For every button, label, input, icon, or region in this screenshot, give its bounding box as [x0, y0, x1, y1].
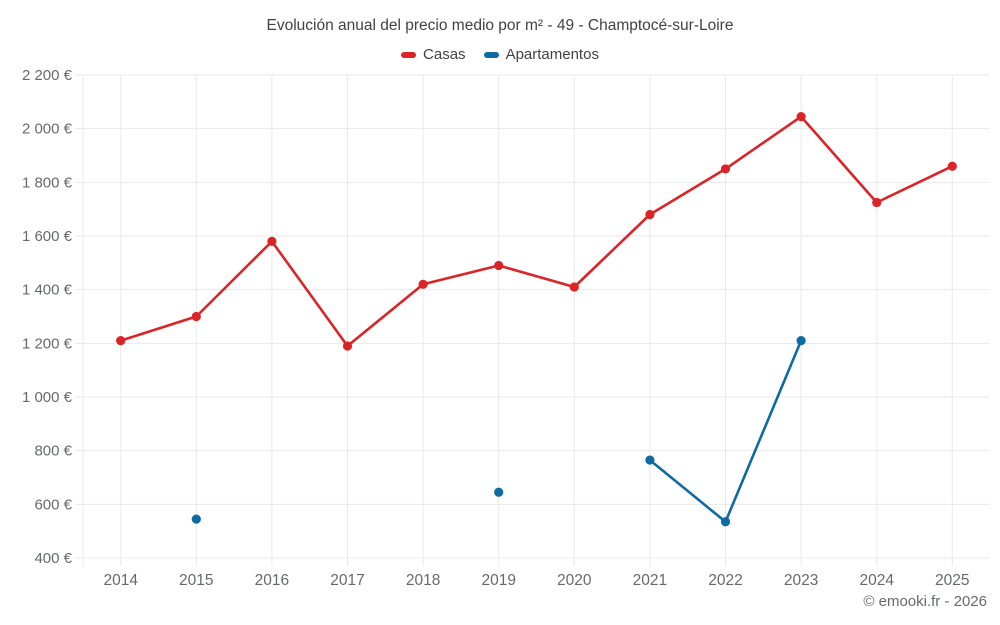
y-tick-label: 2 200 €	[22, 67, 73, 84]
series-casas	[116, 111, 957, 351]
casas-point-2020[interactable]	[569, 282, 579, 292]
x-tick-label: 2018	[406, 572, 440, 589]
x-tick-label: 2021	[633, 572, 667, 589]
legend-item-casas[interactable]: Casas	[401, 47, 466, 62]
casas-point-2021[interactable]	[645, 209, 655, 220]
apartamentos-point-2023[interactable]	[796, 336, 806, 346]
y-tick-label: 400 €	[34, 550, 72, 567]
casas-point-2017[interactable]	[342, 341, 353, 351]
x-tick-label: 2014	[103, 572, 138, 589]
y-tick-label: 2 000 €	[22, 121, 73, 138]
y-tick-label: 1 800 €	[22, 174, 73, 191]
y-tick-label: 1 400 €	[22, 282, 73, 299]
y-tick-label: 1 000 €	[22, 389, 73, 406]
legend-swatch-casas	[401, 51, 417, 58]
x-axis-labels: 2014 2015 2016 2017 2018 2019 2020 2021 2022 2023…	[103, 572, 969, 589]
x-tick-label: 2025	[935, 572, 969, 589]
y-tick-label: 600 €	[34, 496, 72, 513]
legend-swatch-apartamentos	[483, 51, 499, 58]
apartamentos-point-2015[interactable]	[191, 514, 201, 524]
casas-point-2019[interactable]	[494, 260, 504, 271]
casas-point-2014[interactable]	[116, 336, 126, 346]
casas-point-2015[interactable]	[191, 311, 201, 322]
grid-lines	[75, 74, 990, 566]
legend-label: Apartamentos	[505, 46, 599, 63]
y-tick-label: 800 €	[34, 443, 72, 460]
x-tick-label: 2019	[481, 572, 515, 589]
x-tick-label: 2015	[179, 572, 213, 589]
x-tick-label: 2023	[784, 572, 818, 589]
casas-point-2025[interactable]	[947, 161, 957, 171]
y-axis-labels: 400 € 600 € 800 € 1 000 € 1 200 € 1 400 € 1 60…	[22, 67, 73, 567]
casas-point-2016[interactable]	[267, 236, 277, 246]
apartamentos-point-2022[interactable]	[720, 517, 731, 527]
casas-point-2022[interactable]	[720, 164, 731, 174]
x-tick-label: 2024	[859, 572, 894, 589]
apartamentos-point-2019[interactable]	[494, 487, 504, 497]
apartamentos-point-2021[interactable]	[645, 455, 655, 465]
casas-point-2023[interactable]	[796, 111, 806, 122]
casas-point-2024[interactable]	[872, 197, 882, 208]
legend-item-apartamentos[interactable]: Apartamentos	[483, 46, 599, 63]
series-apartamentos	[191, 336, 806, 527]
attribution-text: © emooki.fr - 2026	[863, 593, 987, 610]
casas-line	[119, 115, 954, 348]
y-tick-label: 1 200 €	[22, 335, 73, 352]
casas-point-2018[interactable]	[418, 279, 428, 289]
y-tick-label: 1 600 €	[22, 228, 73, 245]
x-tick-label: 2020	[557, 572, 592, 589]
chart-title: Evolución anual del precio medio por m² …	[266, 17, 734, 34]
x-tick-label: 2016	[255, 572, 289, 589]
x-tick-label: 2017	[330, 572, 364, 589]
x-tick-label: 2022	[708, 572, 742, 589]
legend: Casas Apartamentos	[0, 47, 1000, 62]
legend-label: Casas	[423, 46, 466, 63]
